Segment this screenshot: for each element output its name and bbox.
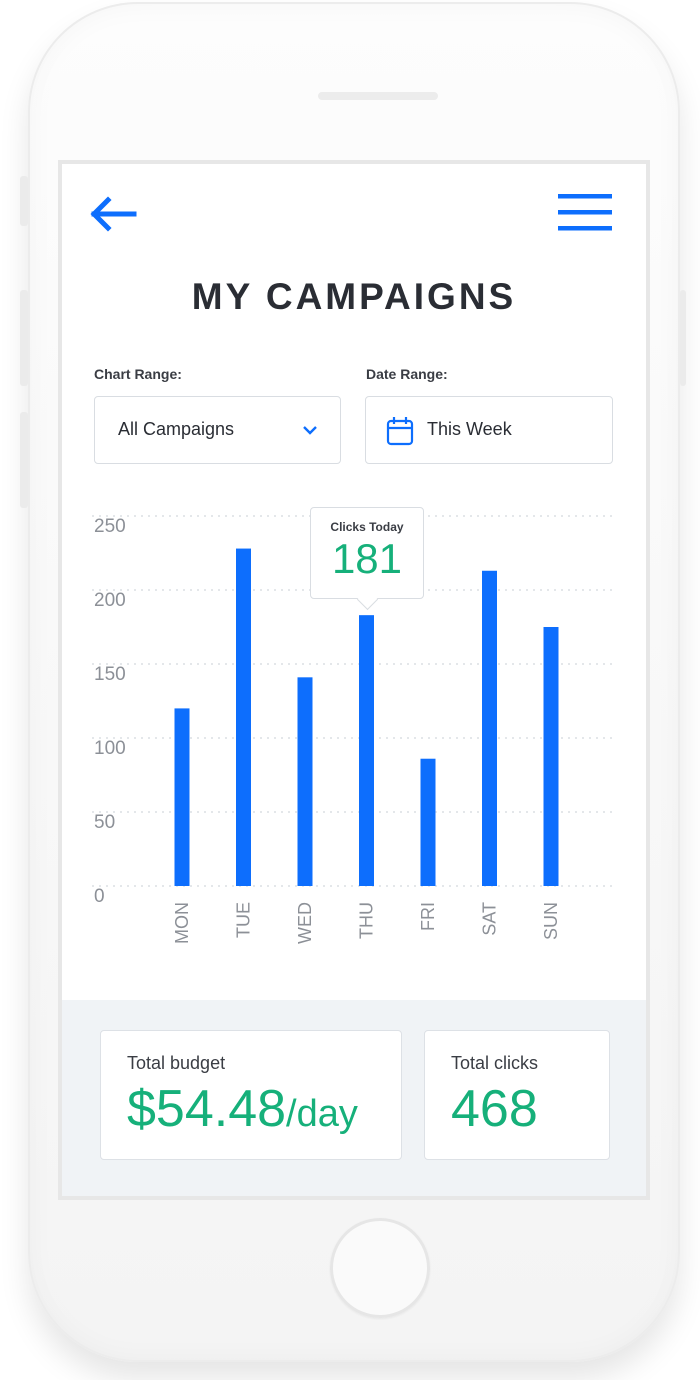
volume-up-button xyxy=(20,290,28,386)
bar-thu[interactable] xyxy=(359,615,374,886)
x-tick-label: MON xyxy=(172,902,192,944)
bar-sun[interactable] xyxy=(543,627,559,886)
bar-fri[interactable] xyxy=(420,758,436,886)
date-range-value: This Week xyxy=(427,419,512,439)
y-tick-label: 0 xyxy=(94,886,105,907)
x-tick-label: WED xyxy=(295,902,315,944)
y-tick-label: 150 xyxy=(94,664,126,685)
chart-range-label: Chart Range: xyxy=(94,366,182,382)
tooltip-label: Clicks Today xyxy=(330,520,404,534)
x-tick-label: TUE xyxy=(234,902,254,938)
x-tick-label: SAT xyxy=(480,902,500,936)
home-button[interactable] xyxy=(330,1218,430,1318)
total-budget-value-wrap: $54.48/day xyxy=(127,1079,358,1139)
y-tick-label: 50 xyxy=(94,812,115,833)
y-tick-label: 250 xyxy=(94,516,126,537)
date-range-select[interactable]: This Week xyxy=(365,396,613,464)
page-title: MY CAMPAIGNS xyxy=(191,276,517,317)
calendar-icon xyxy=(386,416,414,451)
hamburger-menu-icon[interactable] xyxy=(556,192,614,234)
total-budget-value: $54.48 xyxy=(127,1080,287,1138)
power-button xyxy=(680,290,686,386)
total-budget-label: Total budget xyxy=(127,1053,226,1073)
bar-tue[interactable] xyxy=(236,548,251,886)
y-tick-label: 200 xyxy=(94,590,126,611)
arrow-left-icon[interactable] xyxy=(88,194,138,234)
mute-switch xyxy=(20,176,28,226)
tooltip-value: 181 xyxy=(331,535,403,582)
x-tick-label: FRI xyxy=(418,902,438,931)
summary-panel: Total budget $54.48/day Total clicks 468 xyxy=(62,1000,646,1196)
app-screen: MY CAMPAIGNS Chart Range: All Campaigns … xyxy=(62,164,646,1196)
y-tick-label: 100 xyxy=(94,738,126,759)
chart-range-value: All Campaigns xyxy=(118,419,235,439)
bar-wed[interactable] xyxy=(297,677,313,886)
bar-sat[interactable] xyxy=(482,570,497,886)
bar-mon[interactable] xyxy=(174,708,190,886)
volume-down-button xyxy=(20,412,28,508)
clicks-bar-chart: 0 50 100 150 200 250 MON TUE WED THU FRI SAT SUN xyxy=(92,515,612,944)
chart-range-select[interactable]: All Campaigns xyxy=(94,396,341,464)
date-range-label: Date Range: xyxy=(366,366,448,382)
total-clicks-label: Total clicks xyxy=(451,1053,539,1073)
total-clicks-value: 468 xyxy=(451,1080,538,1138)
x-tick-label: SUN xyxy=(541,902,561,940)
x-tick-label: THU xyxy=(357,902,377,939)
speaker-grill xyxy=(318,92,438,100)
chevron-down-icon xyxy=(301,423,319,442)
clicks-today-tooltip: Clicks Today 181 xyxy=(310,507,424,611)
total-budget-unit: /day xyxy=(286,1093,358,1135)
total-budget-card: Total budget $54.48/day xyxy=(100,1030,402,1160)
total-clicks-card: Total clicks 468 xyxy=(424,1030,610,1160)
